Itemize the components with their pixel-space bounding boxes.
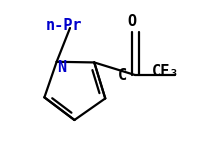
Text: C: C — [117, 67, 126, 82]
Text: O: O — [127, 14, 136, 29]
Text: n-Pr: n-Pr — [46, 18, 82, 33]
Text: CF₃: CF₃ — [151, 65, 178, 80]
Text: N: N — [57, 61, 66, 76]
